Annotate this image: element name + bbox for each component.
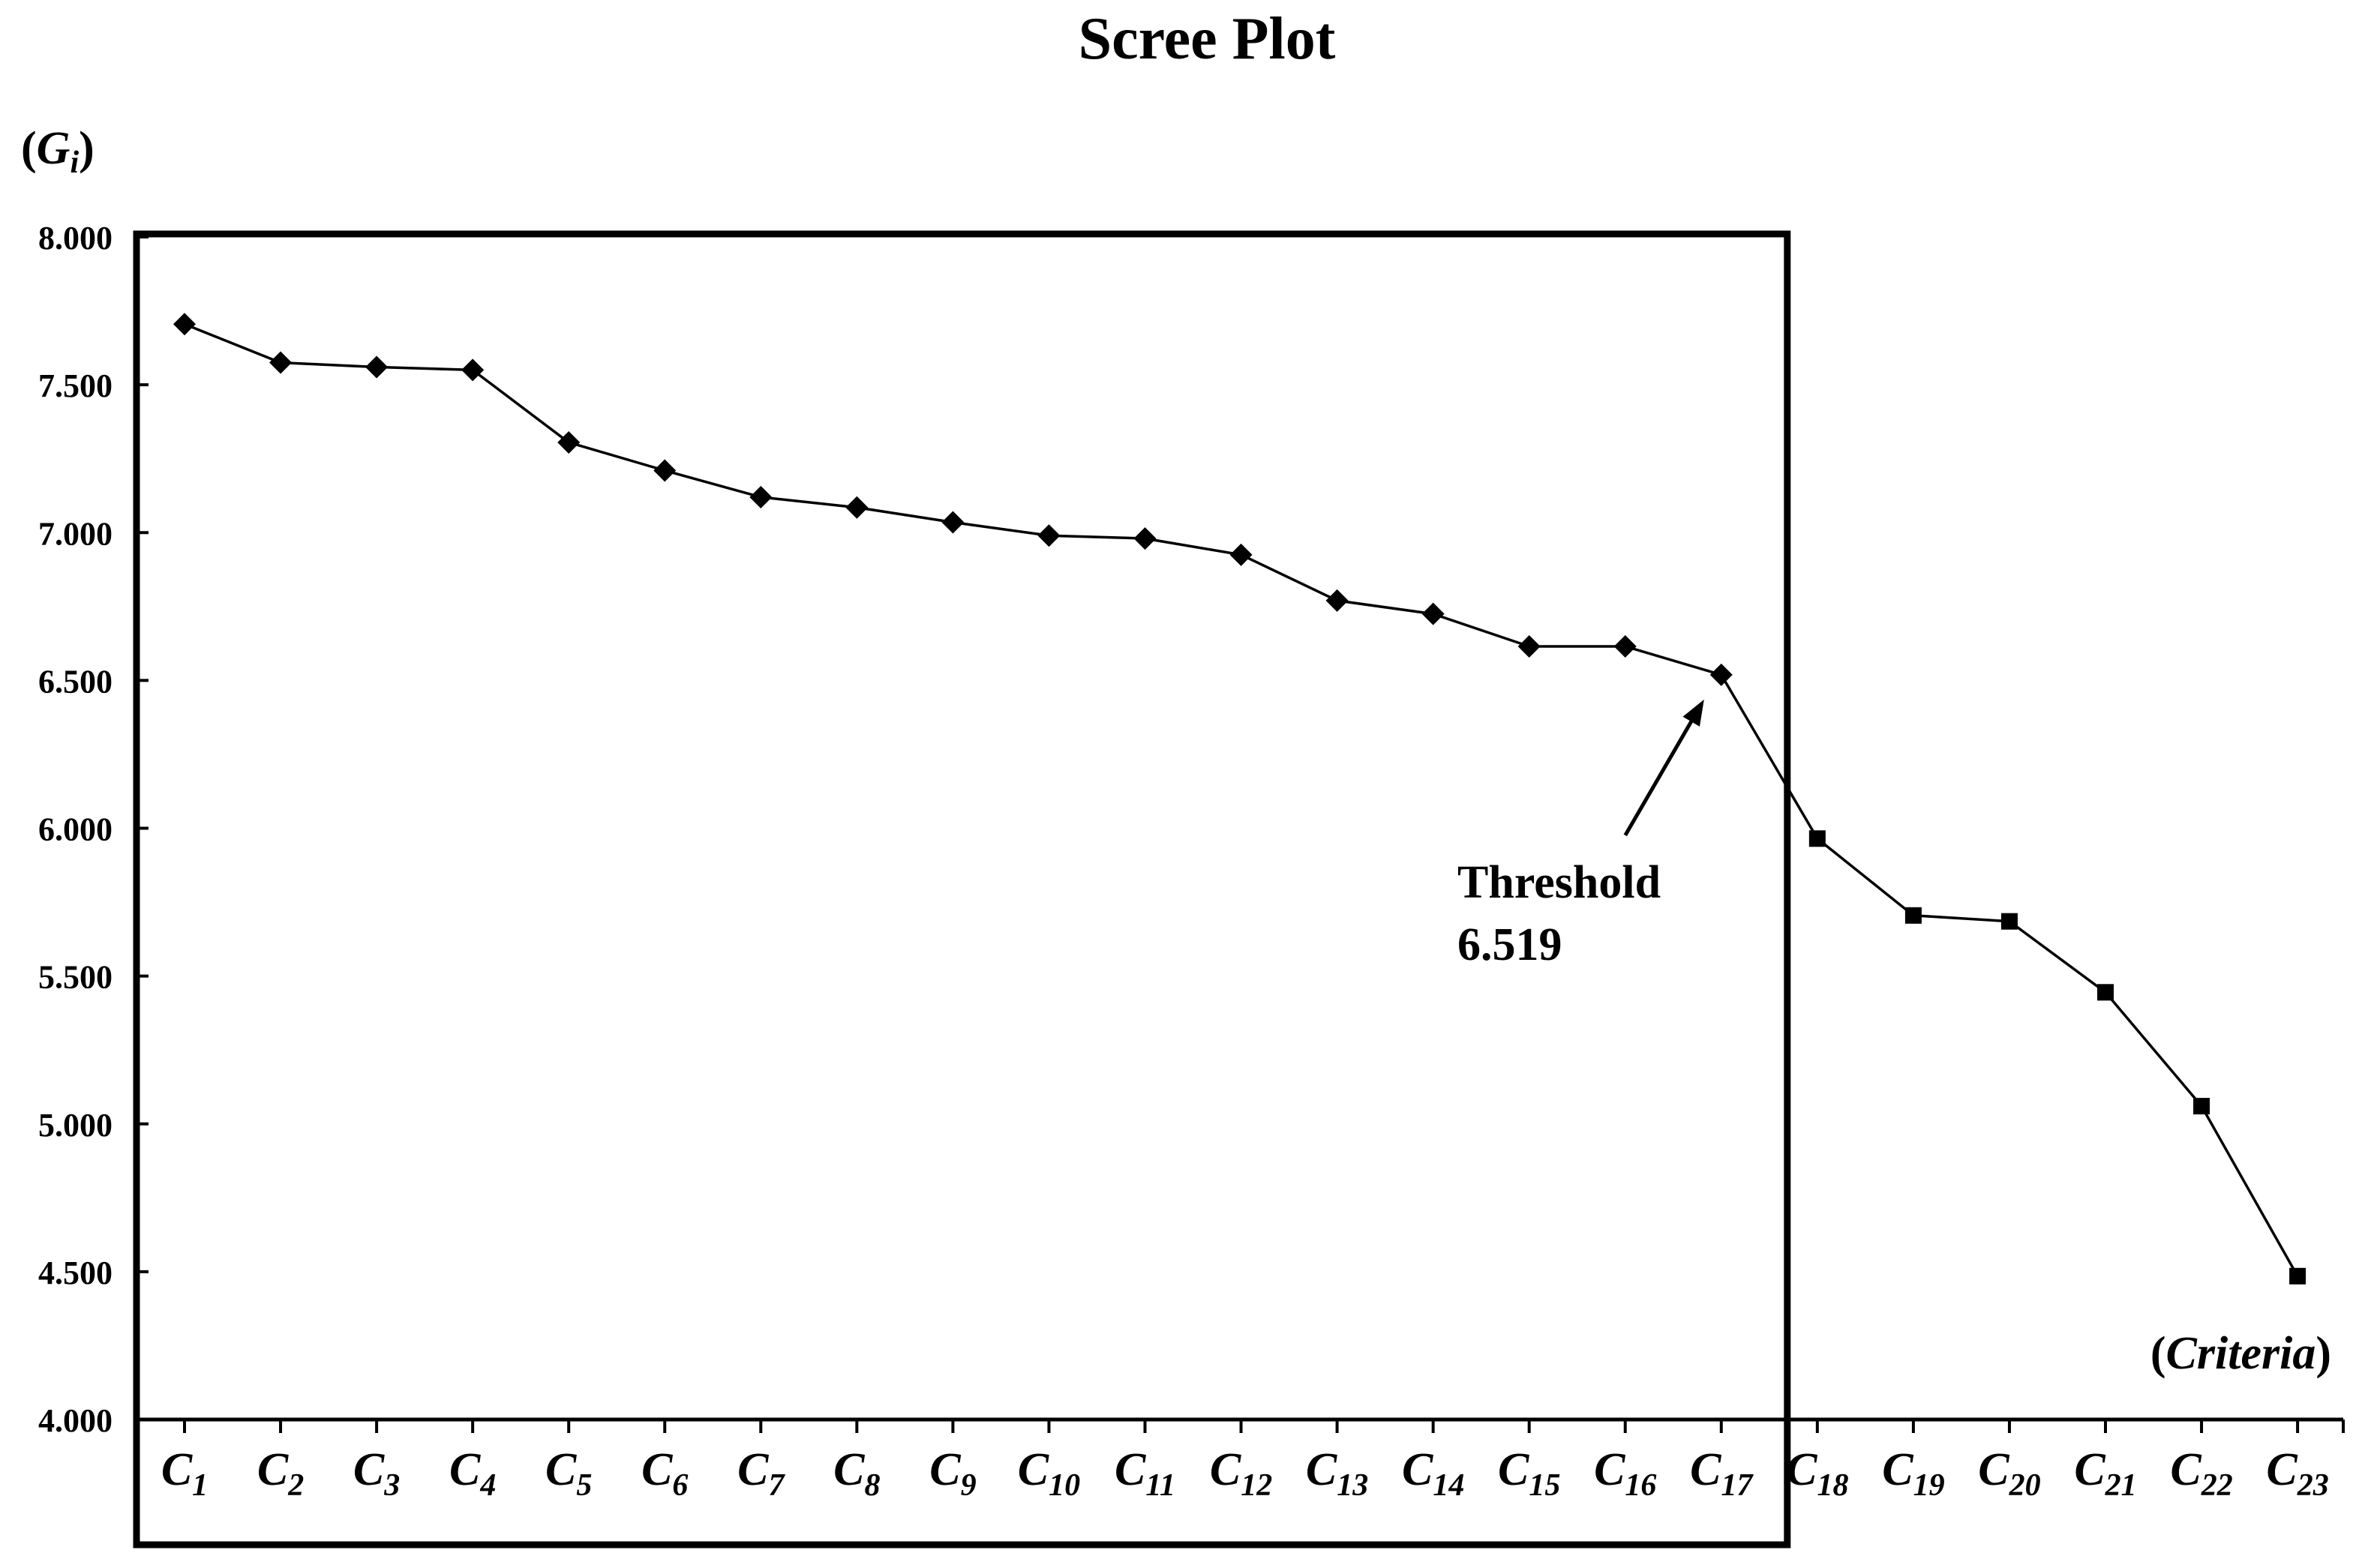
data-point-C12 bbox=[1229, 543, 1253, 566]
x-tick-label: C1 bbox=[161, 1444, 208, 1503]
x-tick-label: C5 bbox=[545, 1444, 592, 1503]
threshold-value: 6.519 bbox=[1457, 919, 1562, 970]
data-point-C20 bbox=[2000, 913, 2018, 930]
x-tick-label: C12 bbox=[1210, 1444, 1272, 1503]
data-point-C23 bbox=[2289, 1267, 2306, 1285]
threshold-arrow-head bbox=[1682, 699, 1704, 727]
x-axis-label-text: Criteria bbox=[2166, 1328, 2316, 1379]
data-point-C7 bbox=[749, 485, 773, 508]
data-point-C4 bbox=[461, 358, 485, 382]
x-tick-label: C13 bbox=[1306, 1444, 1368, 1503]
y-tick-label: 6.000 bbox=[38, 811, 113, 848]
x-tick-label: C2 bbox=[257, 1444, 304, 1503]
y-tick-label: 7.000 bbox=[38, 515, 113, 552]
data-point-C8 bbox=[845, 496, 869, 519]
y-tick-label: 8.000 bbox=[38, 220, 113, 256]
x-tick-label: C14 bbox=[1402, 1444, 1464, 1503]
x-tick-label: C11 bbox=[1115, 1444, 1175, 1503]
x-tick-label: C21 bbox=[2074, 1444, 2136, 1503]
y-tick-label: 5.000 bbox=[38, 1107, 113, 1144]
y-axis-label-main: G bbox=[37, 123, 71, 174]
threshold-annotation: Threshold 6.519 bbox=[1457, 699, 1704, 970]
x-tick-label: C16 bbox=[1594, 1444, 1656, 1503]
data-point-C9 bbox=[941, 511, 965, 534]
data-point-C2 bbox=[269, 351, 293, 374]
data-point-C6 bbox=[653, 459, 677, 482]
data-point-C14 bbox=[1421, 602, 1445, 625]
data-point-C11 bbox=[1133, 527, 1157, 550]
y-tick-label: 6.500 bbox=[38, 663, 113, 700]
y-tick-label: 7.500 bbox=[38, 367, 113, 404]
x-tick-label: C15 bbox=[1498, 1444, 1560, 1503]
selection-box bbox=[133, 230, 1791, 1549]
y-axis-label: (Gi) bbox=[21, 123, 95, 180]
data-point-C17 bbox=[1709, 663, 1733, 686]
x-tick-label: C8 bbox=[833, 1444, 880, 1503]
x-tick-label: C19 bbox=[1882, 1444, 1944, 1503]
x-tick-label: C20 bbox=[1978, 1444, 2040, 1503]
data-point-C10 bbox=[1037, 524, 1061, 547]
x-tick-label: C18 bbox=[1786, 1444, 1848, 1503]
data-point-C15 bbox=[1517, 635, 1541, 658]
x-tick-label: C9 bbox=[929, 1444, 976, 1503]
chart-title: Scree Plot bbox=[1079, 6, 1336, 72]
x-tick-label: C4 bbox=[449, 1444, 496, 1503]
data-point-C3 bbox=[365, 355, 389, 379]
data-point-C13 bbox=[1325, 589, 1349, 612]
y-axis-ticks: 4.000 4.500 5.000 5.500 6.000 6.500 7.000 7.500… bbox=[38, 220, 149, 1439]
x-tick-label: C7 bbox=[737, 1444, 785, 1503]
threshold-arrow bbox=[1623, 721, 1693, 837]
x-axis-ticks: C1 C2 C3 C4 C5 C6 C7 C8 C9 C10 C11 C12 C13 C14 C15 C16 C… bbox=[161, 1420, 2345, 1503]
y-axis-label-sub: i bbox=[70, 145, 79, 180]
threshold-label: Threshold bbox=[1457, 857, 1661, 908]
data-point-C19 bbox=[1904, 907, 1922, 924]
data-point-C5 bbox=[557, 431, 581, 454]
y-tick-label: 4.000 bbox=[38, 1402, 113, 1439]
x-tick-label: C10 bbox=[1018, 1444, 1080, 1503]
x-tick-label: C3 bbox=[353, 1444, 400, 1503]
data-point-C21 bbox=[2097, 984, 2114, 1001]
series-markers bbox=[173, 313, 2306, 1285]
data-point-C22 bbox=[2193, 1098, 2210, 1115]
data-point-C18 bbox=[1808, 830, 1826, 847]
x-tick-label: C6 bbox=[641, 1444, 688, 1503]
y-tick-label: 4.500 bbox=[38, 1255, 113, 1291]
data-point-C1 bbox=[173, 313, 196, 336]
y-tick-label: 5.500 bbox=[38, 959, 113, 996]
x-tick-label: C22 bbox=[2170, 1444, 2232, 1503]
x-tick-label: C23 bbox=[2266, 1444, 2328, 1503]
data-point-C16 bbox=[1613, 635, 1637, 658]
series-line bbox=[184, 322, 2299, 1277]
x-tick-label: C17 bbox=[1690, 1444, 1754, 1503]
x-axis-label: (Criteria) bbox=[2150, 1328, 2331, 1379]
